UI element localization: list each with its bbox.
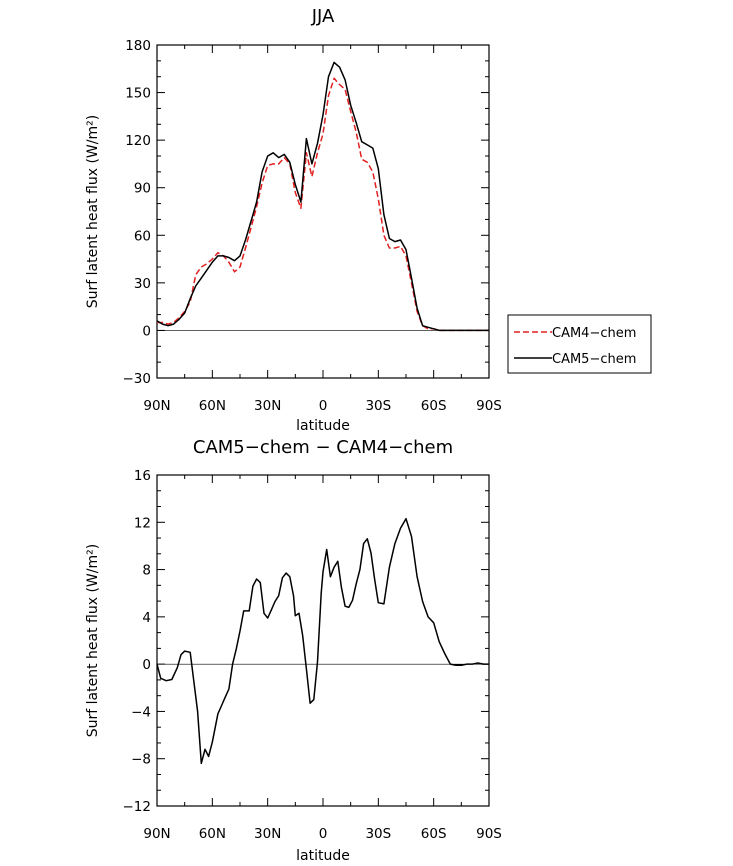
y-tick-label: 16 <box>134 468 151 484</box>
y-tick-label: −30 <box>123 371 152 387</box>
x-axis-title: latitude <box>296 418 350 434</box>
x-tick-label: 60S <box>421 826 447 842</box>
y-tick-label: −4 <box>131 704 151 720</box>
top-panel-jja: JJA 90N 60N 30N 0 30S 60S 90S −30 0 30 60 90 120 150 18… <box>85 6 502 434</box>
y-tick-label: −8 <box>131 752 151 768</box>
y-tick-label: 30 <box>134 276 151 292</box>
x-tick-label: 30N <box>254 826 281 842</box>
x-tick-label: 60S <box>421 398 447 414</box>
x-tick-label: 90N <box>143 826 170 842</box>
chart-title: JJA <box>311 6 335 27</box>
x-tick-label: 0 <box>319 826 328 842</box>
legend: CAM4−chem CAM5−chem <box>507 314 652 374</box>
x-tick-label: 90S <box>476 826 502 842</box>
x-tick-label: 90N <box>143 398 170 414</box>
y-tick-label: −12 <box>123 799 152 815</box>
series-line-difference <box>156 517 489 765</box>
y-tick-label: 0 <box>142 657 151 673</box>
y-tick-label: 12 <box>134 515 151 531</box>
legend-box <box>507 314 652 374</box>
y-tick-label: 0 <box>142 323 151 339</box>
x-tick-label: 0 <box>319 398 328 414</box>
bottom-panel-difference: CAM5−chem − CAM4−chem 90N 60N 30N 0 30S 60S 90S… <box>85 437 502 864</box>
plot-frame <box>156 44 490 379</box>
legend-label: CAM5−chem <box>552 352 636 367</box>
y-tick-label: 8 <box>142 563 151 579</box>
y-tick-label: 60 <box>134 228 151 244</box>
y-axis-title: Surf latent heat flux (W/m²) <box>85 115 101 308</box>
x-tick-label: 90S <box>476 398 502 414</box>
y-tick-label: 90 <box>134 181 151 197</box>
y-tick-label: 180 <box>125 38 151 54</box>
series-line-cam5-chem <box>156 61 489 332</box>
legend-label: CAM4−chem <box>552 326 636 341</box>
y-tick-label: 120 <box>125 133 151 149</box>
x-tick-label: 30S <box>365 826 391 842</box>
x-tick-label: 30N <box>254 398 281 414</box>
y-tick-label: 150 <box>125 86 151 102</box>
y-tick-label: 4 <box>142 610 151 626</box>
x-axis-title: latitude <box>296 848 350 864</box>
chart-title: CAM5−chem − CAM4−chem <box>193 437 453 458</box>
x-tick-label: 60N <box>199 826 226 842</box>
y-axis-title: Surf latent heat flux (W/m²) <box>85 544 101 737</box>
x-tick-label: 30S <box>365 398 391 414</box>
x-tick-label: 60N <box>199 398 226 414</box>
